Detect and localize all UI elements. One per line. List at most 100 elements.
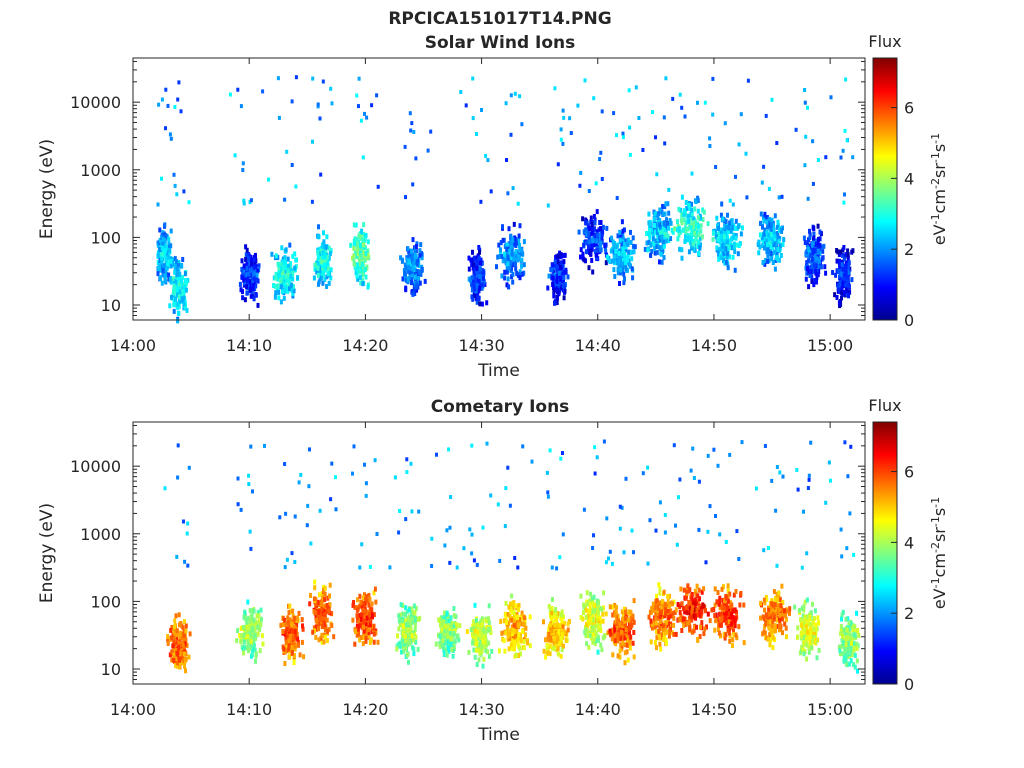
spectrogram-cell [367, 592, 371, 598]
spectrogram-cell [173, 624, 176, 630]
spectrogram-cell [313, 628, 316, 634]
spectrogram-cell [555, 300, 559, 306]
spectrogram-cell [665, 640, 668, 646]
spectrogram-cell [645, 240, 649, 246]
spectrogram-cell [289, 621, 293, 627]
spectrogram-cell [776, 247, 780, 252]
spectrogram-cell [837, 252, 841, 257]
spectrogram-cell [601, 635, 605, 641]
spectrogram-cell [510, 261, 514, 267]
spectrogram-cell [322, 608, 326, 614]
spectrogram-cell [326, 605, 330, 611]
spectrogram-cell [402, 623, 406, 629]
spectrogram-cell [839, 155, 843, 160]
spectrogram-cell [322, 239, 326, 245]
spectrogram-cell [322, 230, 325, 236]
spectrogram-cell [286, 267, 290, 273]
spectrogram-cell [277, 266, 281, 272]
spectrogram-cell [169, 279, 173, 285]
colorbar-unit-label: eV-1cm-2sr-1s-1 [929, 133, 950, 245]
spectrogram-cell [618, 504, 622, 509]
spectrogram-cell [279, 622, 283, 628]
spectrogram-cell [309, 592, 312, 598]
spectrogram-cell [281, 259, 285, 265]
spectrogram-cell [820, 244, 824, 250]
spectrogram-cell [842, 263, 846, 269]
spectrogram-cell [170, 294, 173, 300]
spectrogram-cell [325, 617, 329, 623]
spectrogram-cell [657, 211, 661, 217]
spectrogram-cell [770, 256, 774, 262]
spectrogram-cell [682, 622, 686, 628]
spectrogram-cell [410, 253, 414, 259]
spectrogram-cell [475, 662, 479, 667]
spectrogram-cell [645, 231, 649, 236]
spectrogram-cell [246, 637, 250, 643]
spectrogram-cell [769, 251, 773, 257]
spectrogram-cell [554, 607, 558, 612]
spectrogram-cell [691, 241, 695, 247]
spectrogram-cell [592, 533, 595, 538]
spectrogram-cell [409, 611, 413, 617]
spectrogram-cell [566, 627, 570, 633]
spectrogram-cell [356, 597, 360, 603]
spectrogram-cell [544, 654, 548, 660]
spectrogram-cell [184, 623, 188, 629]
spectrogram-cell [627, 261, 631, 267]
spectrogram-cell [179, 109, 183, 114]
spectrogram-cell [732, 244, 736, 250]
spectrogram-cell [696, 593, 700, 599]
spectrogram-cell [249, 198, 253, 203]
spectrogram-cell [714, 228, 718, 234]
spectrogram-cell [406, 627, 410, 633]
spectrogram-cell [239, 104, 243, 109]
spectrogram-cell [301, 626, 305, 632]
spectrogram-cell [805, 241, 809, 247]
spectrogram-cell [583, 78, 587, 83]
spectrogram-cell [500, 630, 504, 636]
spectrogram-cell [313, 266, 317, 272]
spectrogram-cell [358, 243, 362, 249]
spectrogram-cell [761, 260, 765, 265]
spectrogram-cell [500, 253, 504, 259]
spectrogram-cell [245, 265, 249, 271]
spectrogram-cell [407, 252, 411, 258]
spectrogram-cell [483, 644, 486, 649]
spectrogram-cell [252, 276, 256, 282]
spectrogram-cell [658, 222, 662, 228]
spectrogram-cell [475, 562, 479, 567]
spectrogram-cell [596, 649, 600, 655]
spectrogram-cell [614, 641, 618, 647]
spectrogram-cell [619, 248, 623, 253]
spectrogram-cell [829, 95, 833, 100]
spectrogram-cell [621, 135, 625, 140]
spectrogram-data [156, 75, 855, 324]
spectrogram-cell [420, 266, 424, 272]
spectrogram-cell [582, 257, 586, 263]
spectrogram-cell [292, 288, 296, 294]
spectrogram-cell [817, 236, 820, 242]
spectrogram-cell [352, 444, 356, 449]
spectrogram-cell [613, 627, 617, 633]
spectrogram-cell [368, 612, 371, 618]
spectrogram-cell [506, 242, 510, 248]
spectrogram-cell [656, 611, 660, 616]
spectrogram-cell [477, 280, 481, 286]
spectrogram-cell [675, 542, 679, 547]
spectrogram-cell [359, 118, 363, 123]
spectrogram-cell [173, 289, 177, 295]
spectrogram-cell [804, 276, 808, 282]
spectrogram-cell [846, 252, 850, 258]
spectrogram-cell [437, 617, 441, 623]
spectrogram-cell [175, 192, 179, 197]
spectrogram-cell [373, 586, 377, 592]
spectrogram-cell [368, 622, 372, 628]
spectrogram-cell [560, 273, 564, 279]
spectrogram-cell [649, 639, 653, 645]
spectrogram-cell [410, 606, 414, 612]
spectrogram-cell [558, 641, 562, 646]
spectrogram-cell [682, 587, 686, 593]
spectrogram-cell [816, 272, 820, 278]
spectrogram-cell [586, 614, 590, 620]
spectrogram-cell [840, 286, 844, 291]
